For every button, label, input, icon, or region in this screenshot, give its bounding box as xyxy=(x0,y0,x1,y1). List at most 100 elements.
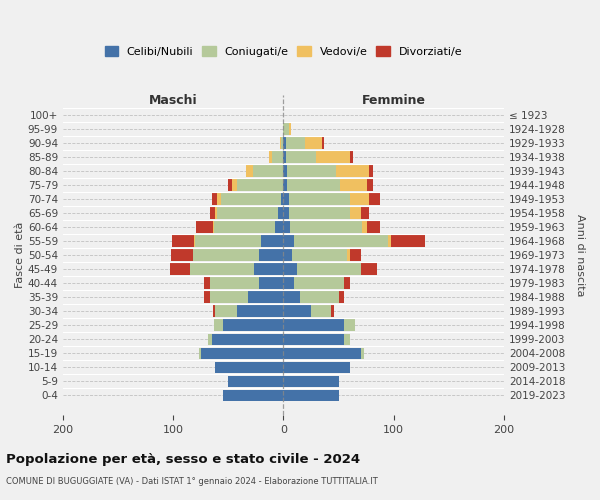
Bar xyxy=(209,208,215,218)
Bar xyxy=(289,208,350,218)
Bar xyxy=(215,306,237,316)
Bar xyxy=(350,250,361,260)
Bar xyxy=(204,278,209,288)
Bar xyxy=(295,236,388,246)
Bar xyxy=(171,250,193,260)
Text: Maschi: Maschi xyxy=(149,94,197,107)
Bar xyxy=(367,180,373,190)
Bar xyxy=(213,306,215,316)
Bar xyxy=(283,166,287,176)
Bar xyxy=(283,194,289,204)
Legend: Celibi/Nubili, Coniugati/e, Vedovi/e, Divorziati/e: Celibi/Nubili, Coniugati/e, Vedovi/e, Di… xyxy=(104,46,462,57)
Bar xyxy=(350,194,370,204)
Bar xyxy=(286,152,316,162)
Bar xyxy=(347,250,350,260)
Bar xyxy=(344,334,350,344)
Bar xyxy=(199,348,201,358)
Bar xyxy=(283,236,295,246)
Bar xyxy=(283,390,338,400)
Bar xyxy=(193,250,259,260)
Bar xyxy=(370,166,373,176)
Bar xyxy=(361,348,364,358)
Bar xyxy=(290,222,362,232)
Bar xyxy=(283,362,350,372)
Bar xyxy=(190,264,254,274)
Bar xyxy=(362,222,367,232)
Text: Popolazione per età, sesso e stato civile - 2024: Popolazione per età, sesso e stato civil… xyxy=(6,452,360,466)
Bar xyxy=(292,250,347,260)
Bar xyxy=(289,194,350,204)
Bar xyxy=(215,362,283,372)
Bar xyxy=(278,208,283,218)
Bar xyxy=(300,292,338,302)
Bar xyxy=(283,124,289,134)
Bar xyxy=(283,278,295,288)
Bar xyxy=(196,222,213,232)
Bar xyxy=(237,180,283,190)
Bar xyxy=(296,264,361,274)
Bar xyxy=(316,152,350,162)
Bar xyxy=(340,180,367,190)
Bar xyxy=(228,180,232,190)
Bar xyxy=(283,376,338,386)
Bar xyxy=(331,306,334,316)
Bar xyxy=(194,236,195,246)
Y-axis label: Anni di nascita: Anni di nascita xyxy=(575,214,585,296)
Bar xyxy=(259,250,283,260)
Bar xyxy=(212,334,283,344)
Bar xyxy=(295,278,344,288)
Bar xyxy=(350,152,353,162)
Bar xyxy=(338,292,344,302)
Bar xyxy=(344,278,350,288)
Bar xyxy=(283,320,344,330)
Bar xyxy=(283,222,290,232)
Bar xyxy=(283,306,311,316)
Bar xyxy=(281,194,283,204)
Bar xyxy=(204,292,209,302)
Bar xyxy=(367,222,380,232)
Bar xyxy=(283,180,287,190)
Bar xyxy=(283,264,296,274)
Bar xyxy=(272,152,283,162)
Bar xyxy=(213,222,214,232)
Bar xyxy=(209,292,248,302)
Bar xyxy=(253,166,283,176)
Bar xyxy=(228,376,283,386)
Bar xyxy=(195,236,262,246)
Bar xyxy=(283,348,361,358)
Bar xyxy=(246,166,253,176)
Bar xyxy=(269,152,272,162)
Bar xyxy=(217,194,221,204)
Bar xyxy=(391,236,425,246)
Bar xyxy=(215,208,217,218)
Bar xyxy=(283,208,289,218)
Bar xyxy=(262,236,283,246)
Bar xyxy=(248,292,283,302)
Y-axis label: Fasce di età: Fasce di età xyxy=(15,222,25,288)
Bar xyxy=(208,334,212,344)
Bar xyxy=(280,138,281,148)
Bar xyxy=(311,306,331,316)
Bar xyxy=(170,264,190,274)
Bar xyxy=(221,194,281,204)
Bar xyxy=(289,124,291,134)
Bar xyxy=(283,250,292,260)
Bar xyxy=(283,292,300,302)
Bar xyxy=(209,278,259,288)
Text: Femmine: Femmine xyxy=(362,94,425,107)
Bar xyxy=(283,334,344,344)
Bar xyxy=(322,138,324,148)
Bar xyxy=(201,348,283,358)
Bar xyxy=(283,138,286,148)
Bar xyxy=(237,306,283,316)
Bar xyxy=(287,180,340,190)
Bar xyxy=(283,152,286,162)
Bar xyxy=(388,236,391,246)
Bar xyxy=(214,320,223,330)
Bar xyxy=(337,166,370,176)
Bar xyxy=(214,222,275,232)
Bar xyxy=(305,138,322,148)
Bar xyxy=(212,194,217,204)
Bar xyxy=(232,180,237,190)
Bar xyxy=(217,208,278,218)
